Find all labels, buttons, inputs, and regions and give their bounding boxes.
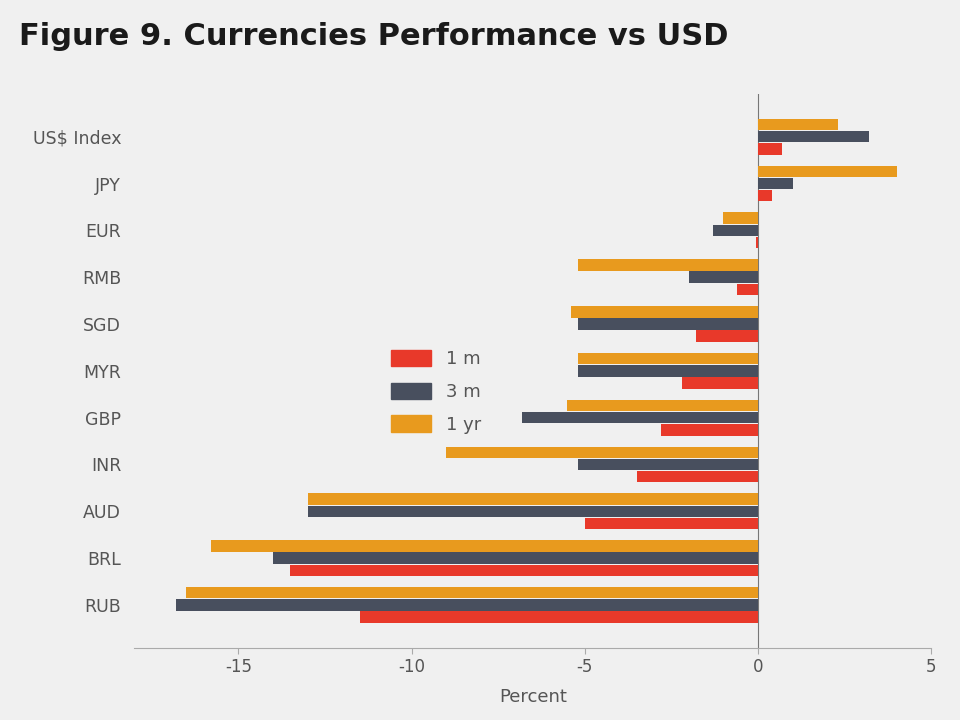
Bar	[522, 412, 758, 423]
Bar	[578, 365, 758, 377]
Bar	[307, 505, 758, 517]
Bar	[737, 284, 758, 295]
Text: Figure 9. Currencies Performance vs USD: Figure 9. Currencies Performance vs USD	[19, 22, 729, 50]
Bar	[273, 552, 758, 564]
Bar	[578, 353, 758, 364]
Bar	[578, 259, 758, 271]
Bar	[578, 459, 758, 470]
Bar	[758, 131, 869, 143]
Bar	[307, 493, 758, 505]
Bar	[713, 225, 758, 236]
Bar	[176, 599, 758, 611]
X-axis label: Percent: Percent	[499, 688, 566, 706]
Bar	[585, 518, 758, 529]
Legend: 1 m, 3 m, 1 yr: 1 m, 3 m, 1 yr	[382, 341, 490, 443]
Bar	[756, 237, 758, 248]
Bar	[688, 271, 758, 283]
Bar	[758, 178, 793, 189]
Bar	[758, 190, 772, 202]
Bar	[723, 212, 758, 224]
Bar	[567, 400, 758, 411]
Bar	[578, 318, 758, 330]
Bar	[758, 119, 838, 130]
Bar	[446, 446, 758, 458]
Bar	[290, 564, 758, 576]
Bar	[758, 143, 782, 155]
Bar	[758, 166, 897, 177]
Bar	[661, 424, 758, 436]
Bar	[571, 306, 758, 318]
Bar	[696, 330, 758, 342]
Bar	[210, 540, 758, 552]
Bar	[360, 611, 758, 623]
Bar	[186, 587, 758, 598]
Bar	[682, 377, 758, 389]
Bar	[636, 471, 758, 482]
